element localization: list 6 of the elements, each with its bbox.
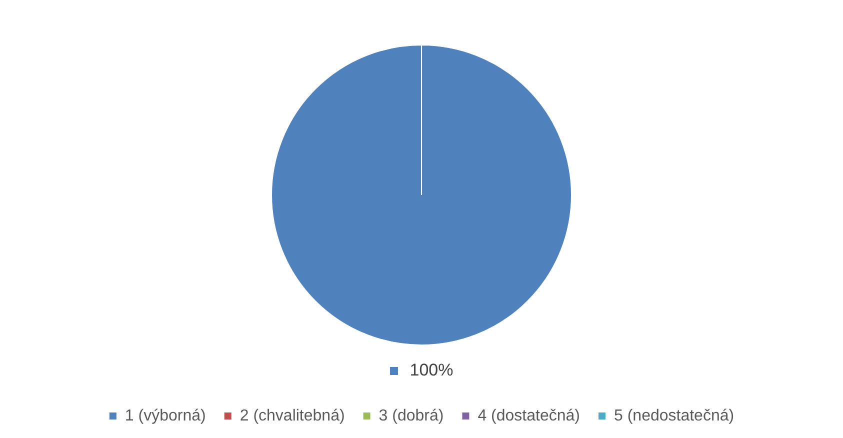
legend-label: 2 (chvalitebná) bbox=[240, 407, 345, 424]
legend-label: 5 (nedostatečná) bbox=[614, 407, 734, 424]
legend-label: 1 (výborná) bbox=[124, 407, 206, 424]
legend-label: 3 (dobrá) bbox=[378, 407, 444, 424]
legend-label: 4 (dostatečná) bbox=[478, 407, 580, 424]
data-label: 100% bbox=[410, 360, 454, 380]
